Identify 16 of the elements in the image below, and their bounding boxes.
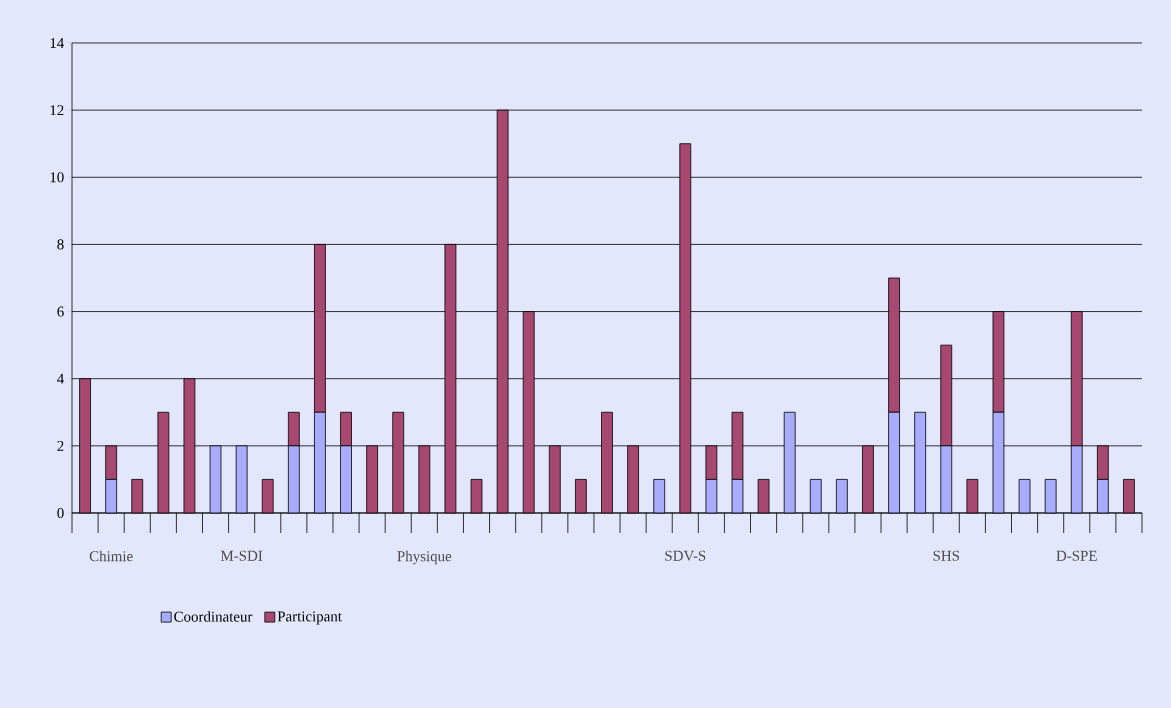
x-tick-label: D-SPE (1056, 550, 1097, 561)
x-tick-label: Physique (397, 550, 452, 565)
x-tick-label: SDV-S (665, 550, 706, 561)
y-tick-label: 10 (50, 172, 64, 183)
x-tick-label: SHS (933, 550, 960, 561)
y-tick-label: 12 (50, 105, 64, 116)
x-tick-label: Chimie (89, 550, 133, 562)
y-tick-label: 14 (50, 38, 64, 48)
legend-label: Participant (277, 611, 342, 625)
y-tick-label: 2 (57, 440, 64, 451)
y-tick-label: 4 (57, 373, 64, 384)
legend-label: Coordinateur (174, 611, 253, 622)
y-tick-label: 8 (57, 239, 64, 250)
x-tick-label: M-SDI (220, 550, 263, 561)
y-tick-label: 6 (57, 306, 64, 317)
y-tick-label: 0 (57, 507, 64, 519)
